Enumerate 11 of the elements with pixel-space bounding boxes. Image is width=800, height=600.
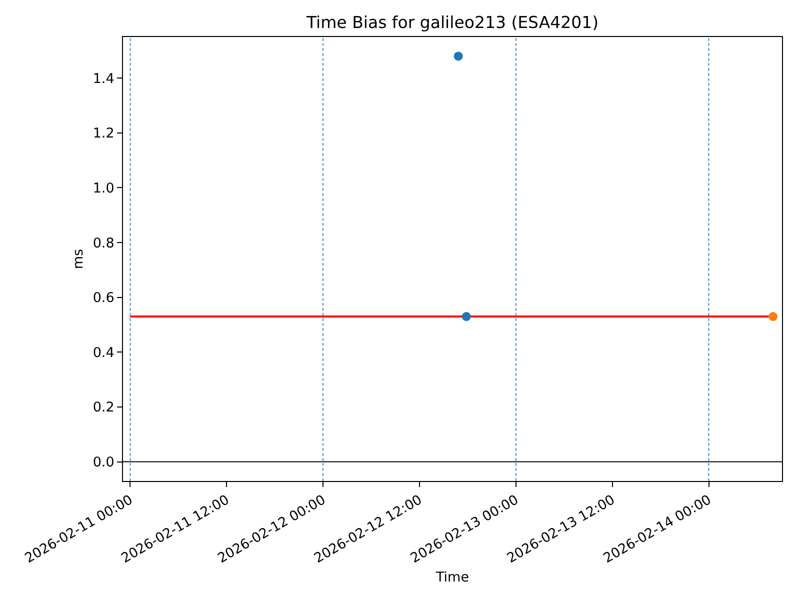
y-tick-label: 1.2 [92,126,114,142]
y-axis-title: ms [70,248,87,270]
y-tick-label: 0.8 [92,235,114,252]
x-axis-title: Time [434,570,470,586]
y-tick-label: 1.4 [92,70,114,87]
y-tick-label: 0.0 [92,454,114,471]
y-tick-label: 0.4 [92,344,114,361]
y-tick-label: 1.0 [92,180,114,196]
chart-title: Time Bias for galileo213 (ESA4201) [305,12,599,32]
y-tick-label: 0.6 [92,290,114,306]
y-tick-label: 0.2 [92,400,114,416]
